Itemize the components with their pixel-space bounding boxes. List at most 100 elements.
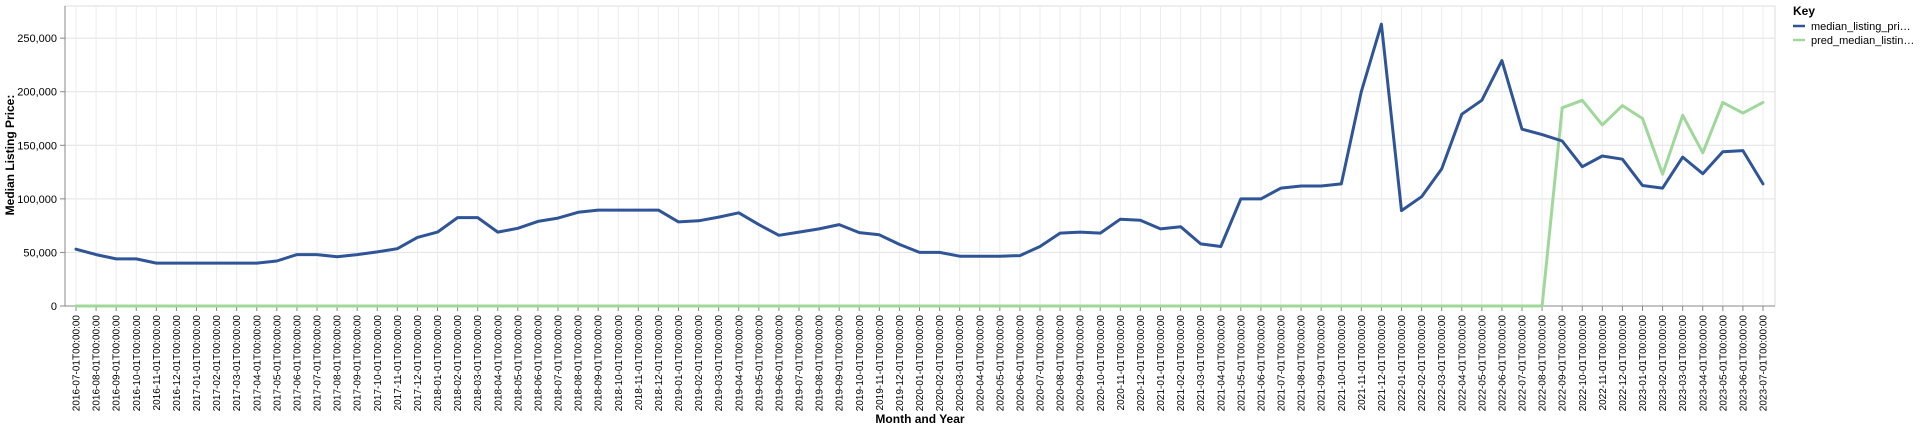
x-tick-label: 2020-02-01T00:00:00	[935, 315, 946, 412]
x-tick-label: 2017-01-01T00:00:00	[192, 315, 203, 412]
x-tick-label: 2022-02-01T00:00:00	[1417, 315, 1428, 412]
x-tick-label: 2020-06-01T00:00:00	[1015, 315, 1026, 412]
x-tick-label: 2023-07-01T00:00:00	[1759, 315, 1770, 412]
x-tick-label: 2022-09-01T00:00:00	[1558, 315, 1569, 412]
x-tick-label: 2017-06-01T00:00:00	[292, 315, 303, 412]
x-tick-label: 2020-07-01T00:00:00	[1036, 315, 1047, 412]
x-tick-label: 2021-04-01T00:00:00	[1216, 315, 1227, 412]
x-tick-label: 2019-09-01T00:00:00	[835, 315, 846, 412]
x-tick-label: 2017-08-01T00:00:00	[333, 315, 344, 412]
y-tick-label: 150,000	[17, 140, 57, 152]
x-tick-label: 2017-03-01T00:00:00	[232, 315, 243, 412]
x-tick-label: 2018-10-01T00:00:00	[614, 315, 625, 412]
x-tick-label: 2021-06-01T00:00:00	[1256, 315, 1267, 412]
x-tick-label: 2021-01-01T00:00:00	[1156, 315, 1167, 412]
x-tick-label: 2022-06-01T00:00:00	[1497, 315, 1508, 412]
x-tick-label: 2016-07-01T00:00:00	[72, 315, 83, 412]
x-tick-label: 2023-05-01T00:00:00	[1718, 315, 1729, 412]
x-tick-label: 2021-05-01T00:00:00	[1236, 315, 1247, 412]
x-tick-label: 2022-10-01T00:00:00	[1578, 315, 1589, 412]
grid-lines	[64, 5, 1776, 307]
x-tick-label: 2018-05-01T00:00:00	[513, 315, 524, 412]
x-tick-label: 2017-10-01T00:00:00	[373, 315, 384, 412]
x-tick-label: 2020-12-01T00:00:00	[1136, 315, 1147, 412]
x-tick-label: 2018-06-01T00:00:00	[533, 315, 544, 412]
legend: Key median_listing_pri… pred_median_listi…	[1793, 4, 1914, 47]
x-tick-label: 2016-10-01T00:00:00	[132, 315, 143, 412]
x-tick-label: 2023-06-01T00:00:00	[1738, 315, 1749, 412]
series-lines	[74, 22, 1765, 308]
x-tick-label: 2021-08-01T00:00:00	[1297, 315, 1308, 412]
x-tick-label: 2018-09-01T00:00:00	[594, 315, 605, 412]
x-tick-label: 2022-05-01T00:00:00	[1477, 315, 1488, 412]
x-tick-label: 2017-11-01T00:00:00	[393, 315, 404, 411]
x-tick-label: 2017-07-01T00:00:00	[313, 315, 324, 412]
x-tick-label: 2021-07-01T00:00:00	[1277, 315, 1288, 412]
x-tick-label: 2017-05-01T00:00:00	[272, 315, 283, 412]
x-tick-label: 2019-04-01T00:00:00	[734, 315, 745, 412]
y-tick-label: 0	[51, 301, 57, 313]
x-tick-label: 2020-11-01T00:00:00	[1116, 315, 1127, 411]
x-tick-label: 2018-02-01T00:00:00	[453, 315, 464, 412]
x-tick-label: 2019-07-01T00:00:00	[795, 315, 806, 412]
x-tick-label: 2019-11-01T00:00:00	[875, 315, 886, 411]
x-axis-title: Month and Year	[875, 412, 964, 426]
x-tick-label: 2020-05-01T00:00:00	[995, 315, 1006, 412]
x-tick-label: 2018-01-01T00:00:00	[433, 315, 444, 412]
x-tick-label: 2017-09-01T00:00:00	[353, 315, 364, 412]
x-tick-label: 2022-03-01T00:00:00	[1437, 315, 1448, 412]
x-tick-label: 2020-04-01T00:00:00	[975, 315, 986, 412]
x-tick-label: 2016-09-01T00:00:00	[112, 315, 123, 412]
x-tick-label: 2019-12-01T00:00:00	[895, 315, 906, 412]
x-tick-label: 2022-08-01T00:00:00	[1538, 315, 1549, 412]
x-tick-label: 2023-04-01T00:00:00	[1698, 315, 1709, 412]
x-tick-label: 2019-03-01T00:00:00	[714, 315, 725, 412]
x-tick-label: 2021-12-01T00:00:00	[1377, 315, 1388, 412]
x-tick-label: 2023-02-01T00:00:00	[1658, 315, 1669, 412]
x-tick-label: 2017-02-01T00:00:00	[212, 315, 223, 412]
x-tick-label: 2022-11-01T00:00:00	[1598, 315, 1609, 411]
x-tick-label: 2019-10-01T00:00:00	[855, 315, 866, 412]
x-tick-label: 2020-09-01T00:00:00	[1076, 315, 1087, 412]
x-tick-label: 2023-01-01T00:00:00	[1638, 315, 1649, 412]
series-line-median-listing-price	[74, 22, 1765, 265]
x-tick-label: 2019-01-01T00:00:00	[674, 315, 685, 412]
x-tick-label: 2019-02-01T00:00:00	[694, 315, 705, 412]
x-tick-label: 2018-12-01T00:00:00	[654, 315, 665, 412]
x-tick-label: 2019-05-01T00:00:00	[754, 315, 765, 412]
x-tick-label: 2018-08-01T00:00:00	[574, 315, 585, 412]
x-tick-label: 2016-11-01T00:00:00	[152, 315, 163, 411]
x-tick-label: 2021-11-01T00:00:00	[1357, 315, 1368, 411]
x-tick-label: 2018-07-01T00:00:00	[554, 315, 565, 412]
x-tick-label: 2019-06-01T00:00:00	[774, 315, 785, 412]
x-tick-label: 2016-12-01T00:00:00	[172, 315, 183, 412]
y-tick-label: 100,000	[17, 194, 57, 206]
x-tick-label: 2022-04-01T00:00:00	[1457, 315, 1468, 412]
x-tick-label: 2020-03-01T00:00:00	[955, 315, 966, 412]
x-axis: 2016-07-01T00:00:00 2016-08-01T00:00:00 20…	[65, 305, 1775, 412]
x-tick-label: 2020-01-01T00:00:00	[915, 315, 926, 412]
x-tick-label: 2021-02-01T00:00:00	[1176, 315, 1187, 412]
x-tick-label: 2018-11-01T00:00:00	[634, 315, 645, 411]
x-tick-label: 2019-08-01T00:00:00	[815, 315, 826, 412]
x-tick-label: 2020-10-01T00:00:00	[1096, 315, 1107, 412]
x-tick-label: 2017-12-01T00:00:00	[413, 315, 424, 412]
x-tick-label: 2023-03-01T00:00:00	[1678, 315, 1689, 412]
x-tick-label: 2021-03-01T00:00:00	[1196, 315, 1207, 412]
y-tick-label: 50,000	[23, 247, 57, 259]
legend-label: median_listing_pri…	[1811, 21, 1911, 33]
x-tick-label: 2021-09-01T00:00:00	[1317, 315, 1328, 412]
y-tick-label: 250,000	[17, 33, 57, 45]
x-tick-label: 2016-08-01T00:00:00	[92, 315, 103, 412]
x-tick-label: 2022-12-01T00:00:00	[1618, 315, 1629, 412]
x-tick-label: 2017-04-01T00:00:00	[252, 315, 263, 412]
x-tick-label: 2022-01-01T00:00:00	[1397, 315, 1408, 412]
y-axis-title: Median Listing Price:	[3, 95, 17, 216]
x-tick-label: 2018-04-01T00:00:00	[493, 315, 504, 412]
x-tick-label: 2020-08-01T00:00:00	[1056, 315, 1067, 412]
legend-label: pred_median_listin…	[1811, 35, 1914, 47]
x-tick-label: 2021-10-01T00:00:00	[1337, 315, 1348, 412]
y-tick-label: 200,000	[17, 87, 57, 99]
x-tick-label: 2022-07-01T00:00:00	[1518, 315, 1529, 412]
